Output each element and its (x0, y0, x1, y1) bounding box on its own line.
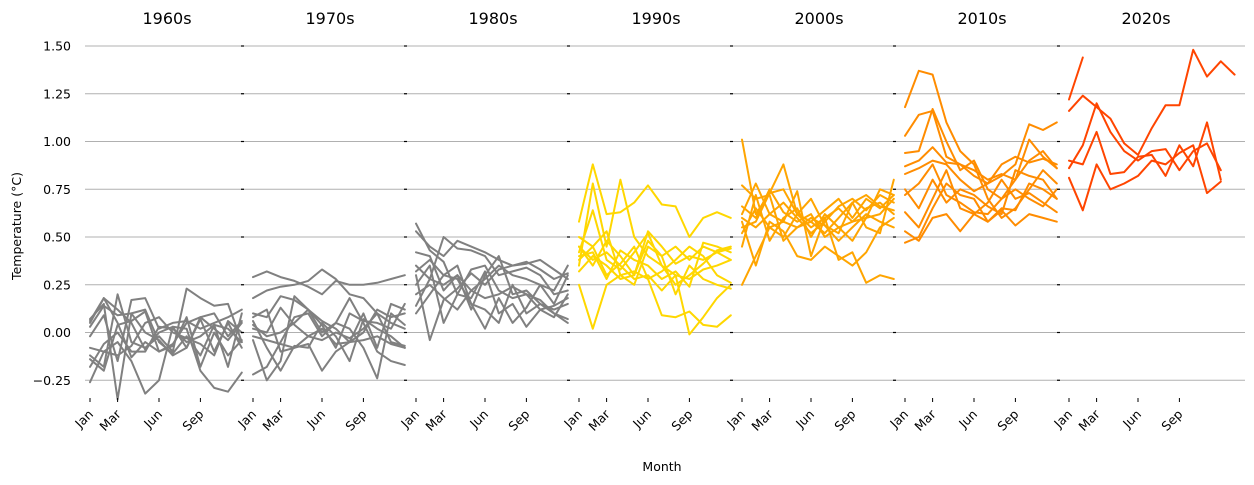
x-tick-label: Mar (96, 406, 124, 434)
x-tick-label: Mar (911, 406, 939, 434)
panel-2020s: 2020s Jan Mar Jun Sep (1050, 9, 1236, 434)
series-line (904, 109, 1058, 185)
x-tick-label: Jun (792, 407, 817, 432)
series-line (578, 230, 732, 277)
series-line (415, 260, 569, 342)
x-tick-label: Jun (466, 407, 491, 432)
x-tick-label: Sep (505, 406, 532, 433)
x-tick-label: Jun (140, 407, 165, 432)
panel-title: 1960s (142, 9, 191, 28)
x-tick-label: Mar (748, 406, 776, 434)
y-axis: −0.25 0.00 0.25 0.50 0.75 1.00 1.25 1.50 (33, 39, 71, 388)
x-tick-label: Sep (668, 406, 695, 433)
x-tick-label: Mar (585, 406, 613, 434)
y-tick-label: 0.50 (43, 230, 71, 245)
panel-title: 1970s (305, 9, 354, 28)
x-tick-label: Jan (560, 407, 585, 432)
x-tick-label: Jan (886, 407, 911, 432)
y-axis-label: Temperature (°C) (9, 172, 24, 281)
series-line (578, 163, 732, 238)
y-tick-label: 1.50 (43, 39, 71, 54)
series-line (252, 302, 406, 372)
series-line (904, 169, 1058, 229)
series-line (578, 178, 732, 280)
series-line (415, 230, 569, 280)
x-tick-label: Jan (234, 407, 259, 432)
series-line (741, 216, 895, 267)
panel-title: 2000s (794, 9, 843, 28)
series-line (252, 295, 406, 382)
series-line (904, 163, 1058, 216)
x-tick-label: Mar (259, 406, 287, 434)
series-line (578, 241, 732, 288)
panel-2000s: 2000s Jan Mar Jun Sep (723, 9, 895, 434)
x-tick-label: Mar (1075, 406, 1103, 434)
panel-2010s: 2010s Jan Mar Jun Sep (886, 9, 1058, 434)
panel-title: 1990s (631, 9, 680, 28)
series-line (904, 182, 1058, 244)
series-line (89, 316, 243, 357)
x-axis-label: Month (642, 459, 681, 474)
series-line (1068, 48, 1236, 156)
x-tick-label: Sep (179, 406, 206, 433)
series-line (89, 310, 243, 372)
series-line (1068, 121, 1222, 181)
x-tick-label: Jun (303, 407, 328, 432)
series-line (1068, 144, 1222, 212)
panel-1970s: 1970s Jan Mar Jun Sep (234, 9, 406, 434)
panel-title: 2010s (957, 9, 1006, 28)
series-line (415, 258, 569, 324)
series-line (252, 295, 406, 344)
series-line (252, 268, 406, 330)
panel-1980s: 1980s Jan Mar Jun Sep (397, 9, 569, 434)
x-tick-label: Jun (955, 407, 980, 432)
y-tick-label: 1.00 (43, 134, 71, 149)
x-tick-label: Jan (71, 407, 96, 432)
y-tick-label: 1.25 (43, 86, 71, 101)
series-line (904, 69, 1058, 219)
series-line (415, 264, 569, 311)
x-tick-label: Mar (422, 406, 450, 434)
panel-title: 2020s (1121, 9, 1170, 28)
x-tick-label: Jan (723, 407, 748, 432)
series-line (741, 188, 895, 242)
panel-title: 1980s (468, 9, 517, 28)
series-line (904, 138, 1058, 181)
x-tick-label: Jan (397, 407, 422, 432)
series-line (415, 251, 569, 311)
series-line (578, 209, 732, 286)
x-tick-label: Sep (994, 406, 1021, 433)
x-tick-label: Jan (1050, 407, 1075, 432)
series-line (1068, 56, 1084, 101)
series-line (252, 270, 406, 296)
x-tick-label: Sep (1158, 406, 1185, 433)
series-line (252, 327, 406, 349)
y-tick-label: 0.75 (43, 182, 71, 197)
series-line (415, 264, 569, 328)
panel-1960s: 1960s Jan Mar Jun Sep (71, 9, 243, 434)
series-line (578, 230, 732, 328)
x-tick-label: Sep (342, 406, 369, 433)
y-tick-label: 0.00 (43, 325, 71, 340)
series-line (904, 169, 1058, 216)
x-tick-label: Jun (1119, 407, 1144, 432)
y-tick-label: −0.25 (33, 373, 71, 388)
series-line (89, 325, 243, 395)
series-line (252, 318, 406, 372)
y-tick-label: 0.25 (43, 277, 71, 292)
series-line (89, 297, 243, 351)
series-line (741, 178, 895, 235)
x-tick-label: Jun (629, 407, 654, 432)
series-line (904, 155, 1058, 193)
series-line (741, 182, 895, 284)
panel-1990s: 1990s Jan Mar Jun Sep (560, 9, 732, 434)
x-tick-label: Sep (831, 406, 858, 433)
series-line (415, 264, 569, 330)
